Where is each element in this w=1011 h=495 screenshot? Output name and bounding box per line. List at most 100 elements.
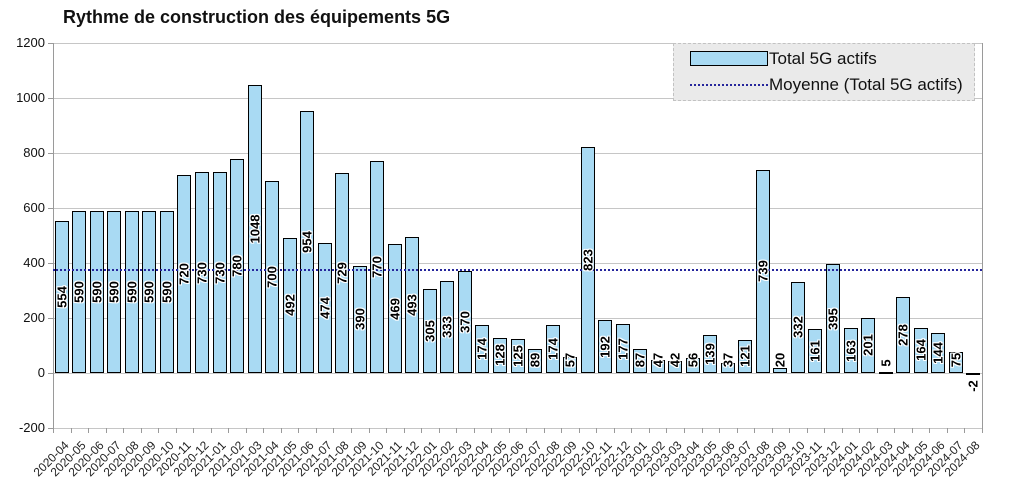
x-axis-tick	[298, 428, 300, 433]
bar	[896, 296, 911, 373]
x-axis-tick	[596, 428, 598, 433]
bar-value-label: 590	[106, 281, 122, 303]
bar	[475, 325, 490, 373]
gridline	[53, 428, 982, 429]
x-axis-tick	[53, 428, 54, 433]
y-axis-label: 1000	[16, 90, 45, 105]
bar-value-label: 163	[843, 339, 859, 362]
x-axis-tick	[666, 428, 668, 433]
bar-value-label: 42	[667, 352, 683, 367]
bar	[212, 172, 227, 373]
legend-label: Moyenne (Total 5G actifs)	[769, 75, 963, 95]
legend-item-total: Total 5G actifs	[690, 48, 974, 70]
bar	[650, 360, 665, 373]
bar-value-label: -2	[965, 380, 981, 392]
bar	[598, 320, 613, 373]
bar	[352, 265, 367, 373]
bar-value-label: 395	[825, 307, 841, 330]
bar	[843, 328, 858, 373]
y-axis-tick	[48, 43, 53, 44]
bar	[89, 210, 104, 373]
x-axis-tick	[88, 428, 90, 433]
bar-value-label: 590	[159, 281, 175, 303]
bar-value-label: 729	[334, 261, 350, 284]
bar-value-label: 590	[71, 281, 87, 303]
bar-value-label: 700	[264, 265, 280, 288]
y-axis-label: 600	[23, 200, 45, 215]
bar-value-label: 780	[229, 254, 245, 277]
x-axis-tick	[193, 428, 195, 433]
bar	[931, 333, 946, 373]
bar	[107, 210, 122, 373]
x-axis-tick	[946, 428, 948, 433]
bar	[808, 328, 823, 373]
x-axis-tick	[280, 428, 282, 433]
y-axis-tick	[48, 428, 53, 429]
bar	[685, 357, 700, 373]
legend-item-moyenne: Moyenne (Total 5G actifs)	[690, 75, 974, 97]
x-axis-tick	[929, 428, 931, 433]
x-axis-tick	[613, 428, 615, 433]
y-axis-label: 1200	[16, 35, 45, 50]
bar-value-label: 954	[299, 230, 315, 253]
bar	[387, 244, 402, 373]
x-axis-tick	[386, 428, 388, 433]
x-axis-tick	[754, 428, 756, 433]
bar-value-label: 739	[755, 260, 771, 283]
gridline	[53, 263, 982, 264]
plot-right-border	[982, 43, 983, 428]
bar-value-label: 1048	[247, 214, 263, 244]
x-axis-tick	[333, 428, 335, 433]
bar-value-label: 332	[790, 316, 806, 339]
bar	[668, 361, 683, 373]
bar-value-label: 89	[527, 352, 543, 367]
x-axis-tick	[701, 428, 703, 433]
bar	[177, 175, 192, 373]
bar	[440, 281, 455, 373]
x-axis-tick	[824, 428, 826, 433]
bar	[703, 334, 718, 373]
bar	[773, 367, 788, 373]
bar-value-label: 493	[404, 294, 420, 317]
y-axis-tick	[48, 208, 53, 209]
bar	[966, 373, 981, 375]
bar	[913, 327, 928, 373]
bar-value-label: 56	[685, 352, 701, 367]
y-axis-tick	[48, 373, 53, 374]
y-axis-label: 400	[23, 255, 45, 270]
legend: Total 5G actifs Moyenne (Total 5G actifs…	[673, 43, 975, 101]
x-axis-tick	[806, 428, 808, 433]
bar-value-label: 192	[597, 335, 613, 358]
bar-value-label: 121	[737, 344, 753, 367]
x-axis-tick	[210, 428, 212, 433]
x-axis-tick	[508, 428, 510, 433]
bar	[300, 110, 315, 373]
gridline	[53, 318, 982, 319]
bar	[615, 324, 630, 373]
x-axis-tick	[403, 428, 405, 433]
bar	[317, 242, 332, 373]
bar	[790, 281, 805, 373]
x-axis-tick	[964, 428, 966, 433]
bar	[861, 317, 876, 373]
bar	[510, 338, 525, 373]
x-axis-tick	[228, 428, 230, 433]
x-axis-tick	[315, 428, 317, 433]
gridline	[53, 43, 982, 44]
bar-value-label: 161	[807, 340, 823, 362]
x-axis-tick	[350, 428, 352, 433]
bar-value-label: 75	[948, 352, 964, 367]
bar-value-label: 469	[387, 297, 403, 320]
bar	[422, 289, 437, 373]
bar	[826, 264, 840, 373]
x-axis-tick	[473, 428, 475, 433]
x-axis-tick	[719, 428, 721, 433]
x-axis-tick	[456, 428, 458, 433]
x-axis-tick	[578, 428, 580, 433]
bar	[247, 84, 262, 373]
bar	[335, 172, 350, 373]
x-axis-tick	[105, 428, 107, 433]
y-axis-label: 0	[37, 365, 45, 380]
bar	[159, 210, 174, 373]
bar-value-label: 590	[89, 281, 105, 303]
